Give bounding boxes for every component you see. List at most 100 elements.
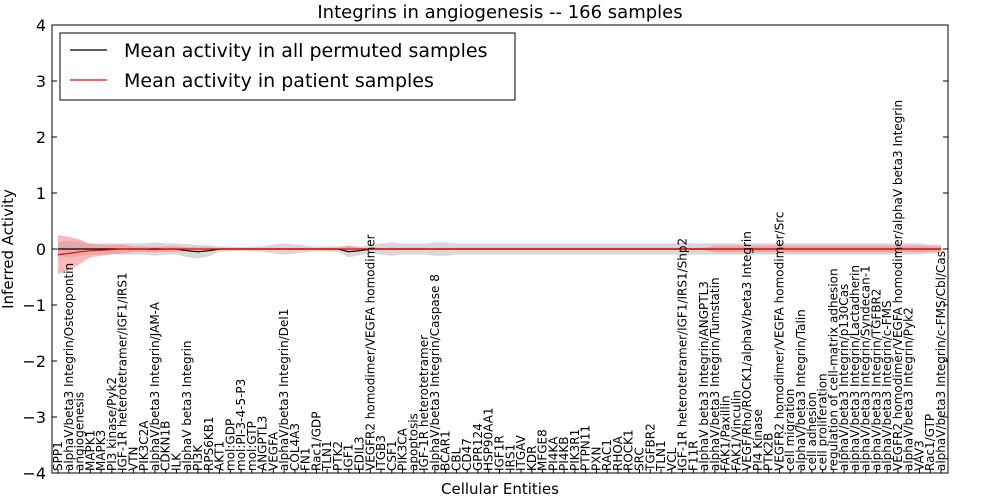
y-tick-label: 2 (36, 128, 46, 147)
x-tick-label: mol:GTP (245, 421, 259, 471)
x-tick-label: IGF1R (493, 435, 507, 471)
x-tick-label: ILK (170, 452, 184, 471)
x-tick-label: VCL (665, 447, 679, 471)
x-tick-label: MAPK1 (83, 430, 97, 471)
x-tick-label: alphaV/beta3 Integrin/Del1 (277, 309, 291, 471)
x-tick-label: RAC1 (600, 439, 614, 471)
x-tick-label: FN1 (299, 447, 313, 471)
x-tick-label: IGF-1R heterotetramer (417, 335, 431, 471)
x-tick-label: regulation of cell-matrix adhesion (826, 268, 840, 471)
legend-patient-label: Mean activity in patient samples (124, 70, 434, 92)
x-tick-label: PXN (589, 447, 603, 471)
x-tick-label: Rac1/GTP (923, 414, 937, 471)
x-tick-label: VEGFR2 homodimer/VEGFA homodimer (363, 234, 377, 471)
series-lines (57, 248, 941, 256)
x-tick-label: KDR (525, 446, 539, 471)
x-tick-label: alphaV/beta3 Integrin/TGFBR2 (869, 288, 883, 471)
x-tick-label: alphaV/beta3 Integrin/Syndecan-1 (859, 265, 873, 471)
x-tick-label: TGFBR2 (643, 423, 657, 472)
x-tick-label: VEGF/Rho/ROCK1/alphaV/beta3 Integrin (740, 231, 754, 471)
x-tick-label: MAPK3 (94, 430, 108, 471)
x-tick-label: alphaV/beta3 Integrin/JAM-A (148, 301, 162, 471)
chart-title: Integrins in angiogenesis -- 166 samples (317, 2, 682, 23)
x-tick-label: alphaV/beta3 Integrin/p130Cas (837, 284, 851, 471)
y-axis-label: Inferred Activity (0, 189, 17, 309)
x-tick-label: cell adhesion (805, 392, 819, 471)
x-tick-label: mol:GDP (223, 419, 237, 471)
legend-permuted-label: Mean activity in all permuted samples (124, 40, 487, 62)
x-tick-label: CBL (449, 447, 463, 471)
x-tick-label: ROCK1 (622, 429, 636, 471)
x-tick-label: ITGB3 (374, 435, 388, 471)
x-tick-label: PI3K (191, 444, 205, 471)
x-tick-label: alphaV beta3 Integrin/ANGPTL3 (697, 281, 711, 471)
y-tick-label: 3 (36, 72, 46, 91)
x-tick-label: ANGPTL3 (256, 416, 270, 471)
x-tick-label: PI4KA (546, 436, 560, 471)
x-tick-label: IGF-1R heterotetramer/IGF1/IRS1 (116, 272, 130, 471)
x-tick-label: alphaV/beta3 Integrin/c-FMS/Cbl/Cas (934, 251, 948, 471)
x-tick-label: TLN1 (654, 440, 668, 472)
x-tick-label: alphaV/beta3 Integrin/Talin (794, 309, 808, 471)
x-tick-label: PI3 kinase/Pyk2 (105, 377, 119, 471)
y-tick-label: −1 (22, 296, 46, 315)
x-tick-label: PTK2 (331, 441, 345, 471)
x-tick-label: alphaV/beta3 Integrin/Pyk2 (902, 307, 916, 471)
x-tick-label: SRC (633, 447, 647, 471)
x-tick-label: PTK2B (762, 433, 776, 471)
x-tick-label: CDKN1B (159, 421, 173, 471)
x-tick-label: BCAR1 (439, 430, 453, 471)
x-tick-label: CSF1 (385, 440, 399, 471)
x-tick-label: FAK1/Paxillin (719, 395, 733, 471)
x-axis-label: Cellular Entities (441, 480, 559, 498)
x-tick-label: HSP90AA1 (482, 407, 496, 471)
y-tick-label: 0 (36, 240, 46, 259)
patient-mean-line (57, 248, 941, 256)
x-tick-label: VAV3 (913, 440, 927, 471)
x-tick-label: TLN1 (320, 440, 334, 472)
x-tick-label: Rac1/GDP (309, 412, 323, 471)
x-tick-label: IGF-1R heterotetramer/IGF1/IRS1/Shp2 (676, 238, 690, 471)
y-tick-label: 4 (36, 16, 46, 35)
y-tick-label: −3 (22, 408, 46, 427)
x-tick-label: SPP1 (51, 441, 65, 471)
x-tick-label: COL4A3 (288, 423, 302, 471)
legend-box (59, 32, 516, 101)
x-tick-label: IGF1 (342, 444, 356, 471)
x-tick-label: CD47 (460, 438, 474, 471)
x-tick-label: IRS1 (503, 444, 517, 471)
x-tick-label: PIK3CA (396, 427, 410, 471)
x-tick-label: MFGE8 (536, 429, 550, 471)
x-tick-label: PTPN11 (579, 425, 593, 471)
x-tick-label: F11R (686, 440, 700, 471)
x-tick-label: alphaV beta3 Integrin (180, 340, 194, 471)
x-tick-label: alphaV/beta3 Integrin/Tumstatin (708, 277, 722, 471)
x-tick-label: AKT1 (213, 441, 227, 471)
x-tick-label: RHOA (611, 435, 625, 471)
x-tick-label: cell proliferation (816, 373, 830, 471)
x-tick-label: alphaV/beta3 Integrin/Lactadherin (848, 265, 862, 471)
x-tick-label: ITGAV (514, 434, 528, 471)
x-tick-label: PIK3C2A (137, 420, 151, 471)
x-tick-label: mol:PI-3-4-5-P3 (234, 379, 248, 471)
x-tick-label: PIK3R1 (568, 429, 582, 471)
legend: Mean activity in all permuted samples Me… (59, 32, 516, 101)
y-axis: −4 −3 −2 −1 0 1 2 3 4 (22, 16, 948, 483)
x-tick-label: alphaV/beta3 Integrin/Osteopontin (62, 263, 76, 471)
x-tick-label: alphaV/beta3 Integrin/Caspase 8 (428, 274, 442, 471)
x-tick-label: EDIL3 (353, 436, 367, 471)
activity-bands (58, 235, 941, 275)
y-tick-label: 1 (36, 184, 46, 203)
x-tick-label: GPR124 (471, 423, 485, 471)
x-tick-label: cell migration (783, 389, 797, 471)
x-tick-label: PI4 Kinase (751, 409, 765, 471)
x-tick-label: PI4KB (557, 436, 571, 471)
x-tick-label: RPS6KB1 (202, 416, 216, 471)
y-tick-label: −2 (22, 352, 46, 371)
x-tick-label: VEGFR2 homodimer/VEGFA homodimer/alphaV … (891, 100, 905, 471)
x-tick-label: FAK1/Vinculin (729, 390, 743, 471)
x-tick-label: VEGFA (266, 431, 280, 471)
x-tick-label: VEGFR2 homodimer/VEGFA homodimer/Src (773, 211, 787, 471)
